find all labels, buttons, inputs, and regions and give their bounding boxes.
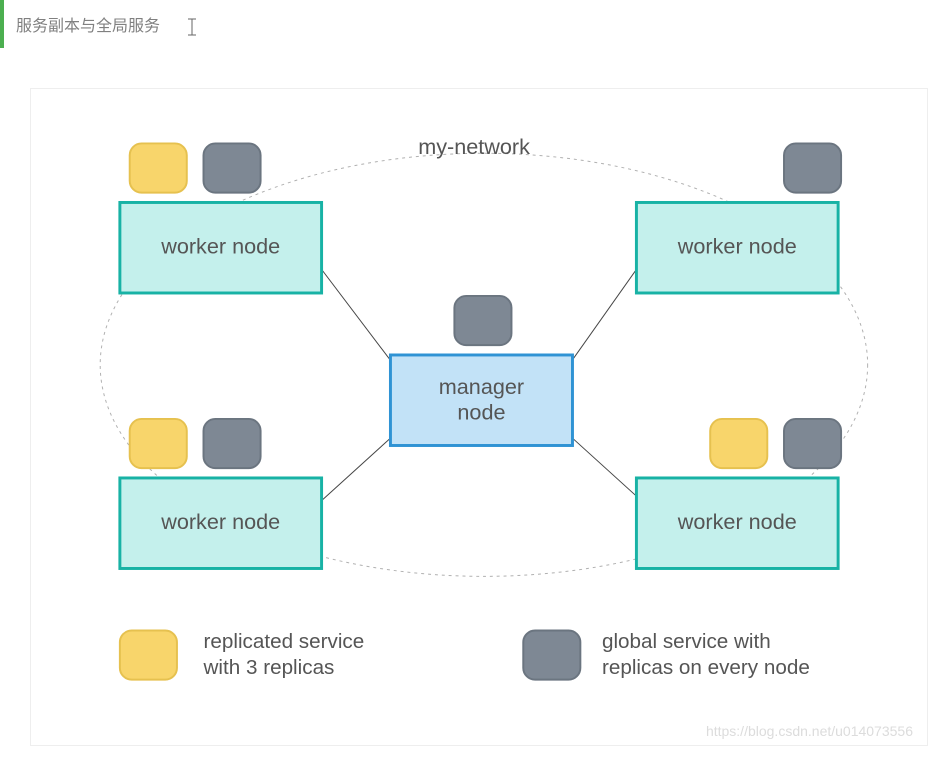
edge-0 [322,269,396,366]
edge-1 [568,269,637,366]
svc-w3-1 [784,419,841,468]
node-label-worker-3: worker node [677,509,797,534]
svc-w2-1 [204,419,261,468]
page-title-text: 服务副本与全局服务 [16,12,160,36]
legend-box-0 [120,630,177,679]
legend-text-0-1: replicated service [204,630,365,653]
svc-w0-0 [130,143,187,192]
node-label-worker-1: worker node [677,233,797,258]
edge-3 [568,434,642,501]
svc-w2-0 [130,419,187,468]
network-label: my-network [418,134,530,159]
page-title-bar: 服务副本与全局服务 [0,0,948,48]
watermark-text: https://blog.csdn.net/u014073556 [706,723,913,739]
node-label-worker-0: worker node [160,233,280,258]
node-label-manager-2: node [457,400,505,425]
svc-w0-1 [204,143,261,192]
edge-2 [322,434,396,501]
legend-text-0-2: with 3 replicas [203,656,335,679]
diagram-container: my-network worker node worker node worker n… [30,88,928,746]
svc-w1-0 [784,143,841,192]
legend-text-1-2: replicas on every node [602,656,810,679]
network-diagram: my-network worker node worker node worker n… [51,109,907,719]
svc-w3-0 [710,419,767,468]
node-label-worker-2: worker node [160,509,280,534]
svc-manager [454,296,511,345]
node-label-manager-1: manager [439,374,524,399]
legend-box-1 [523,630,580,679]
legend-text-1-1: global service with [602,630,771,653]
